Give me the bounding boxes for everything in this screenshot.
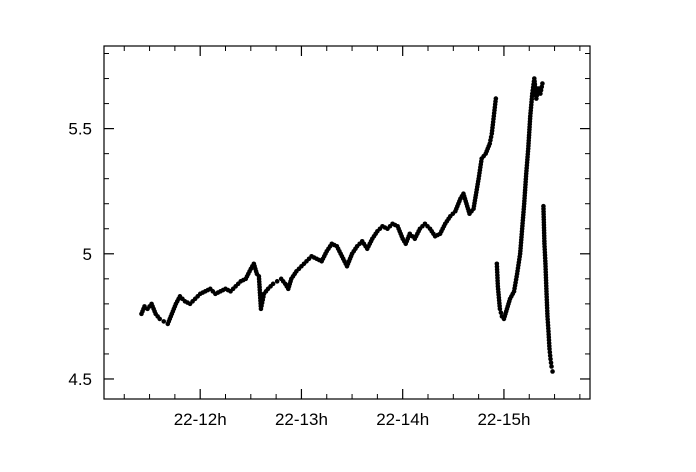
data-point xyxy=(161,319,167,324)
data-point xyxy=(270,281,276,287)
data-point xyxy=(540,81,545,86)
major-ticks xyxy=(104,46,590,399)
x-tick-label: 22-14h xyxy=(376,410,429,429)
data-point xyxy=(493,96,499,101)
data-point xyxy=(142,304,147,309)
data-point xyxy=(157,316,162,322)
x-tick-label: 22-12h xyxy=(174,410,227,429)
data-point xyxy=(547,353,553,358)
data-point xyxy=(547,349,553,355)
data-point xyxy=(549,364,554,369)
x-tick-label: 22-13h xyxy=(275,410,328,429)
minor-ticks xyxy=(104,46,590,399)
y-tick-label: 5.5 xyxy=(68,120,92,139)
x-tick-label: 22-15h xyxy=(477,410,530,429)
plot-frame xyxy=(103,45,591,400)
data-point xyxy=(547,346,552,352)
y-tick-label: 4.5 xyxy=(68,370,92,389)
data-point xyxy=(274,279,280,284)
data-point xyxy=(498,310,504,315)
data-point xyxy=(548,356,553,362)
data-point xyxy=(550,369,555,374)
y-tick-label: 5 xyxy=(83,245,92,264)
tick-labels: 22-12h 22-13h 22-14h 22-15h 4.5 5 5.5 xyxy=(68,120,530,429)
data-points xyxy=(139,76,555,374)
data-point xyxy=(548,360,554,366)
data-point xyxy=(497,306,503,312)
